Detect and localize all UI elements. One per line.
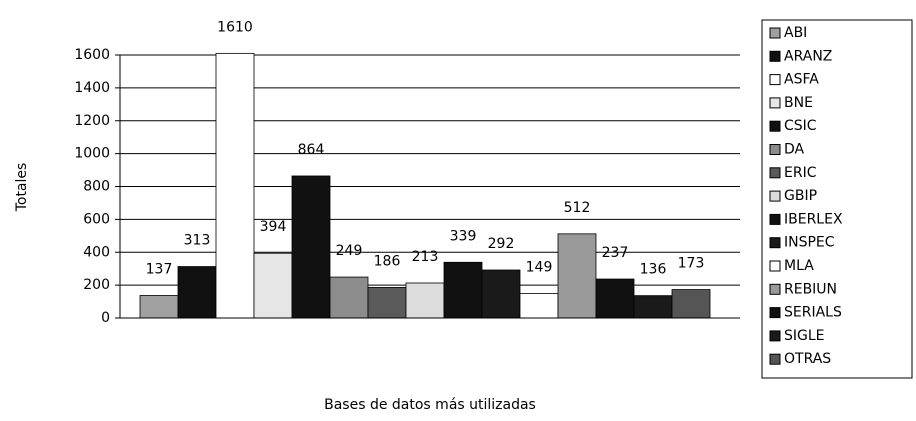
legend-label: IBERLEX — [784, 211, 843, 227]
data-label: 237 — [602, 245, 629, 261]
bar — [291, 175, 331, 319]
legend-swatch — [769, 50, 781, 62]
data-label: 173 — [678, 256, 705, 272]
bar — [671, 289, 711, 319]
bar — [633, 295, 673, 319]
legend-label: ASFA — [784, 72, 819, 88]
bar — [329, 276, 369, 319]
legend-label: CSIC — [784, 118, 817, 134]
data-label: 1610 — [217, 19, 253, 35]
data-label: 864 — [298, 142, 325, 158]
legend-swatch — [769, 190, 781, 202]
legend-label: ARANZ — [784, 48, 832, 64]
bar — [215, 52, 255, 319]
data-label: 394 — [260, 219, 287, 235]
legend-box — [761, 19, 913, 379]
data-label: 186 — [374, 253, 401, 269]
legend-swatch — [769, 237, 781, 249]
bar — [595, 278, 635, 319]
legend-label: REBIUN — [784, 281, 837, 297]
bar — [253, 252, 293, 319]
data-label: 213 — [412, 249, 439, 265]
legend-label: SERIALS — [784, 305, 842, 321]
y-tick-label: 1400 — [74, 80, 110, 96]
legend-swatch — [769, 353, 781, 365]
y-axis-label: Totales — [14, 163, 30, 213]
y-tick-label: 1200 — [74, 113, 110, 129]
bar — [367, 287, 407, 319]
legend-swatch — [769, 27, 781, 39]
legend-label: MLA — [784, 258, 814, 274]
data-label: 512 — [564, 200, 591, 216]
y-tick-label: 0 — [101, 310, 110, 326]
legend-swatch — [769, 167, 781, 179]
legend-label: SIGLE — [784, 328, 825, 344]
legend-label: GBIP — [784, 188, 817, 204]
legend-swatch — [769, 260, 781, 272]
legend-swatch — [769, 120, 781, 132]
data-label: 313 — [184, 233, 211, 249]
data-label: 249 — [336, 243, 363, 259]
data-label: 339 — [450, 228, 477, 244]
legend-label: OTRAS — [784, 351, 831, 367]
data-label: 137 — [146, 261, 173, 277]
legend-label: BNE — [784, 95, 813, 111]
x-axis-label: Bases de datos más utilizadas — [324, 397, 536, 413]
legend-swatch — [769, 283, 781, 295]
y-tick-label: 1600 — [74, 47, 110, 63]
legend-swatch — [769, 74, 781, 86]
y-tick-label: 800 — [83, 179, 110, 195]
legend-swatch — [769, 97, 781, 109]
legend-label: ABI — [784, 25, 807, 41]
legend-label: ERIC — [784, 165, 817, 181]
data-label: 136 — [640, 262, 667, 278]
legend-swatch — [769, 213, 781, 225]
data-label: 292 — [488, 236, 515, 252]
y-tick-label: 600 — [83, 211, 110, 227]
legend-label: DA — [784, 142, 805, 158]
legend-swatch — [769, 330, 781, 342]
y-tick-label: 200 — [83, 277, 110, 293]
bar — [443, 261, 483, 319]
y-tick-label: 400 — [83, 244, 110, 260]
bar — [405, 282, 445, 319]
legend-swatch — [769, 307, 781, 319]
bar — [139, 295, 179, 319]
legend-label: INSPEC — [784, 235, 835, 251]
bar — [519, 293, 559, 319]
legend-swatch — [769, 144, 781, 155]
data-label: 149 — [526, 260, 553, 276]
bar — [481, 269, 521, 319]
bar — [177, 266, 217, 319]
y-tick-label: 1000 — [74, 146, 110, 162]
bar — [557, 233, 597, 319]
